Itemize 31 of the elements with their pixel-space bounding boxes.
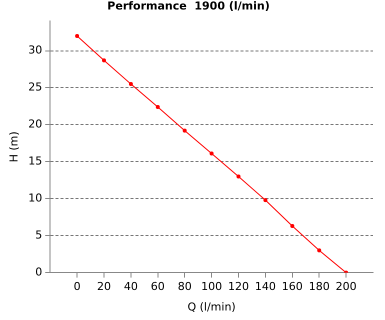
- y-tick-label: 0: [35, 265, 42, 278]
- y-tick-label: 20: [28, 118, 42, 131]
- point: [156, 104, 160, 109]
- x-tick-label: 180: [308, 280, 330, 294]
- x-tick-label: 100: [201, 280, 222, 294]
- point: [317, 248, 322, 252]
- x-tick-label: 60: [150, 280, 165, 294]
- point: [263, 198, 268, 202]
- x-tick-label: 120: [228, 280, 249, 294]
- point: [75, 34, 80, 38]
- x-tick-label: 140: [254, 280, 276, 294]
- y-tick-label: 5: [35, 228, 42, 242]
- point: [210, 152, 214, 156]
- point: [236, 174, 240, 178]
- y-tick-label: 25: [28, 80, 42, 94]
- x-tick-label: 20: [97, 280, 111, 294]
- point: [182, 128, 187, 133]
- point: [128, 82, 133, 86]
- y-tick-label: 15: [28, 154, 42, 168]
- x-tick-label: 160: [282, 280, 303, 294]
- y-tick-label: 10: [28, 192, 42, 205]
- point: [290, 224, 294, 228]
- y-axis-title: H (m): [7, 131, 20, 162]
- x-tick-label: 40: [124, 280, 138, 294]
- x-tick-label: 80: [178, 280, 192, 294]
- y-tick-label: 30: [28, 44, 42, 57]
- x-tick-label: 0: [74, 280, 81, 294]
- x-axis-title: Q (l/min): [187, 300, 236, 314]
- point: [102, 58, 106, 62]
- x-tick-label: 200: [336, 280, 357, 294]
- chart-title: Performance 1900 (l/min): [107, 0, 270, 12]
